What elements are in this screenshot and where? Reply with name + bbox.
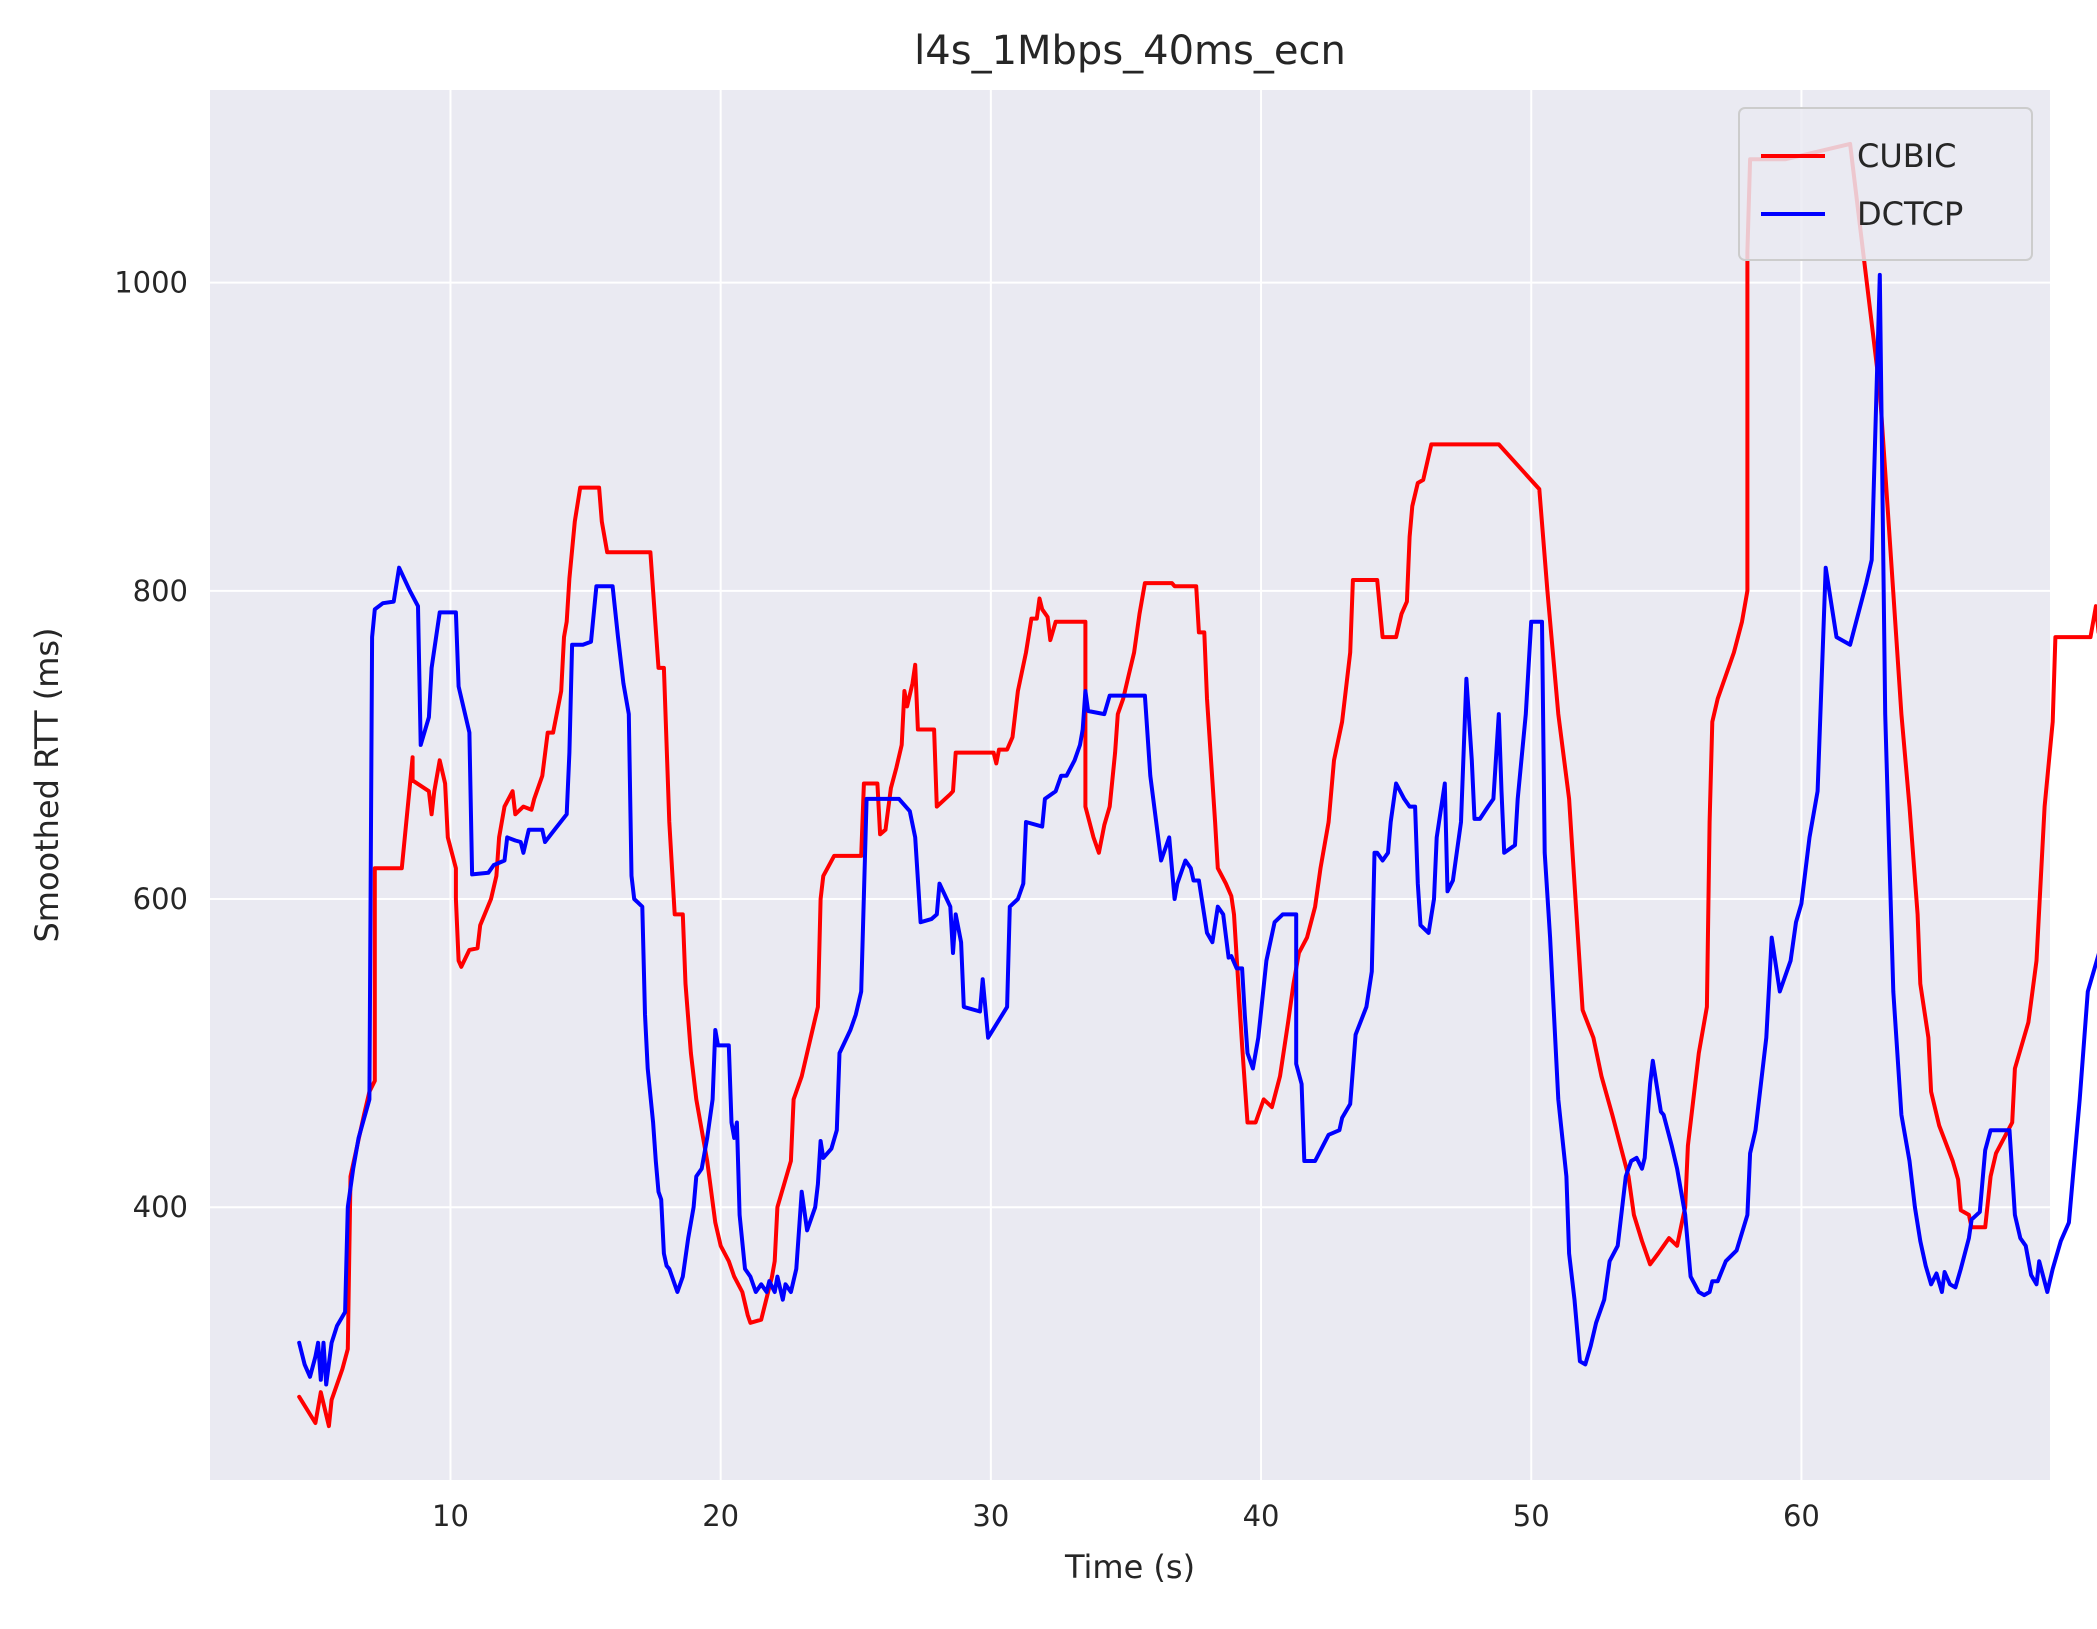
- x-tick-label: 20: [702, 1499, 739, 1533]
- legend-label-dctcp: DCTCP: [1857, 195, 1963, 233]
- x-tick-label: 40: [1243, 1499, 1280, 1533]
- plot-area: [210, 90, 2050, 1480]
- y-tick-label: 400: [133, 1190, 188, 1224]
- x-tick-label: 30: [972, 1499, 1009, 1533]
- x-tick-label: 10: [432, 1499, 469, 1533]
- chart-title: l4s_1Mbps_40ms_ecn: [914, 28, 1346, 74]
- legend[interactable]: CUBIC DCTCP: [1738, 107, 2033, 261]
- legend-label-cubic: CUBIC: [1857, 137, 1957, 175]
- gridlines: [210, 90, 2050, 1480]
- x-tick-label: 60: [1783, 1499, 1820, 1533]
- x-axis-label: Time (s): [1064, 1548, 1195, 1586]
- y-axis-label: Smoothed RTT (ms): [28, 627, 66, 942]
- tick-labels: 10 20 30 40 50 60 400 600 800 1000: [114, 266, 1820, 1533]
- series-line-dctcp: [297, 272, 2097, 1387]
- y-tick-label: 600: [133, 882, 188, 916]
- legend-box: [1738, 107, 2033, 261]
- y-tick-label: 1000: [114, 266, 188, 300]
- x-tick-label: 50: [1513, 1499, 1550, 1533]
- series-layer: [297, 141, 2097, 1429]
- series-line-cubic: [297, 141, 2097, 1429]
- y-tick-label: 800: [133, 574, 188, 608]
